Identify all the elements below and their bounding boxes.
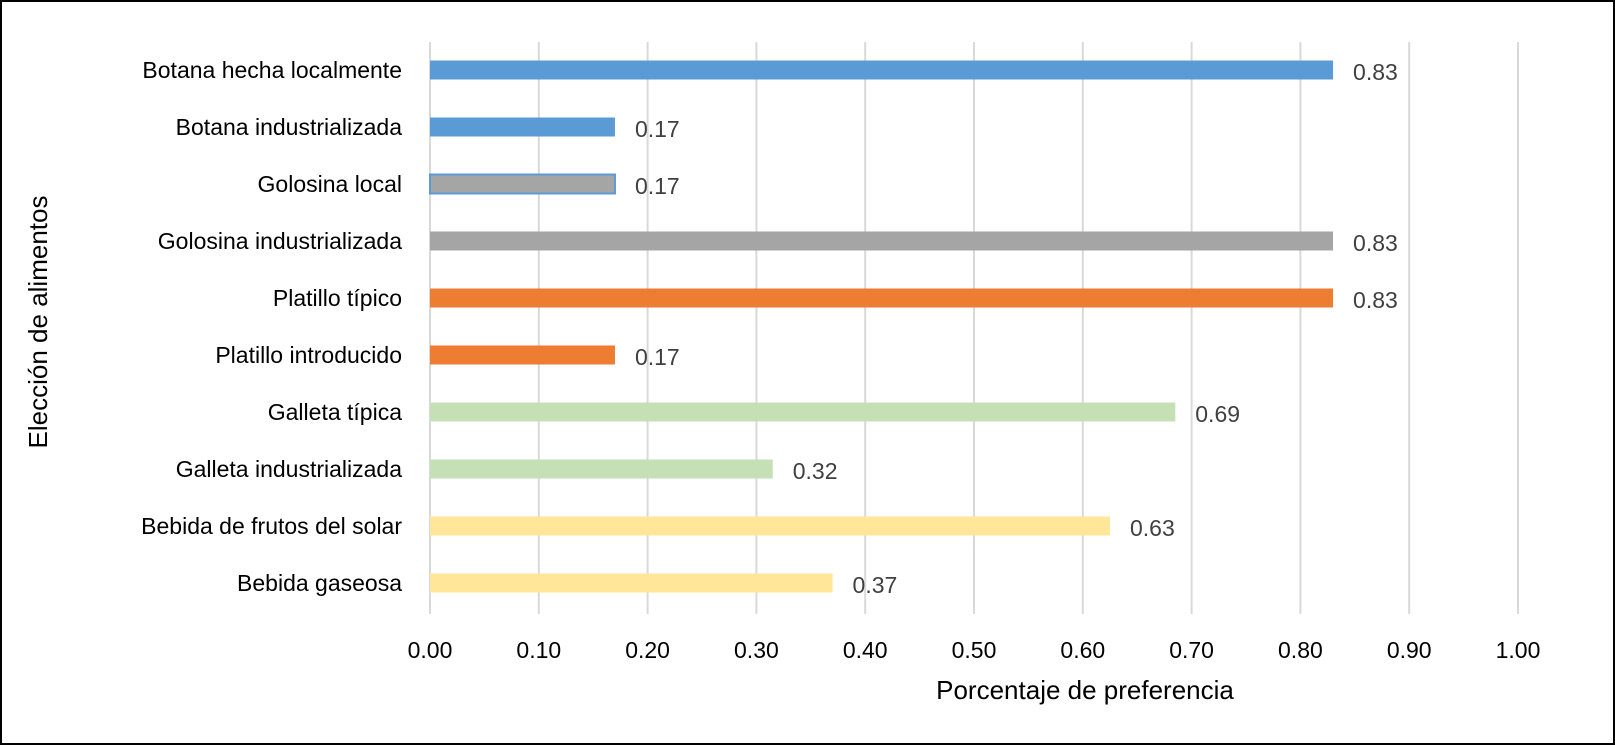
data-label: 0.83 — [1353, 59, 1398, 85]
category-label: Platillo introducido — [215, 342, 402, 368]
x-tick-label: 0.30 — [734, 637, 779, 663]
bar — [430, 459, 773, 479]
x-tick-label: 0.80 — [1278, 637, 1323, 663]
x-tick-label: 0.20 — [625, 637, 670, 663]
x-tick-label: 0.50 — [952, 637, 997, 663]
bar — [430, 60, 1334, 80]
bar — [430, 231, 1334, 251]
x-tick-label: 0.70 — [1169, 637, 1214, 663]
bar — [430, 288, 1334, 308]
bar-series — [429, 60, 1334, 593]
x-tick-label: 0.00 — [408, 637, 453, 663]
x-axis-title: Porcentaje de preferencia — [936, 675, 1234, 705]
category-label: Botana industrializada — [176, 114, 403, 140]
data-label: 0.83 — [1353, 287, 1398, 313]
data-labels: 0.83 0.17 0.17 0.83 0.83 0.17 0.69 0.32 0.63 0.37 — [635, 59, 1398, 598]
x-tick-label: 0.60 — [1060, 637, 1105, 663]
data-label: 0.17 — [635, 344, 680, 370]
category-label: Galleta industrializada — [176, 456, 403, 482]
data-label: 0.32 — [793, 458, 838, 484]
y-axis-title: Elección de alimentos — [23, 196, 53, 449]
gridlines — [429, 42, 1519, 614]
data-label: 0.17 — [635, 173, 680, 199]
category-label: Galleta típica — [268, 399, 402, 425]
bar — [430, 117, 615, 137]
x-tick-labels: 0.00 0.10 0.20 0.30 0.40 0.50 0.60 0.70 0.80 0.90… — [408, 637, 1541, 663]
category-label: Golosina local — [258, 171, 402, 197]
bar — [430, 345, 615, 365]
x-tick-label: 1.00 — [1496, 637, 1541, 663]
category-label: Botana hecha localmente — [142, 57, 402, 83]
category-label: Platillo típico — [273, 285, 402, 311]
bar — [429, 173, 616, 195]
x-tick-label: 0.90 — [1387, 637, 1432, 663]
data-label: 0.17 — [635, 116, 680, 142]
data-label: 0.83 — [1353, 230, 1398, 256]
category-label: Bebida de frutos del solar — [141, 513, 402, 539]
x-tick-label: 0.40 — [843, 637, 888, 663]
bar — [430, 573, 833, 593]
data-label: 0.69 — [1195, 401, 1240, 427]
category-labels: Botana hecha localmente Botana industrial… — [141, 57, 402, 596]
data-label: 0.37 — [853, 572, 898, 598]
category-label: Golosina industrializada — [158, 228, 402, 254]
bar — [430, 402, 1176, 422]
data-label: 0.63 — [1130, 515, 1175, 541]
bar — [430, 516, 1110, 536]
x-tick-label: 0.10 — [516, 637, 561, 663]
category-label: Bebida gaseosa — [237, 570, 402, 596]
